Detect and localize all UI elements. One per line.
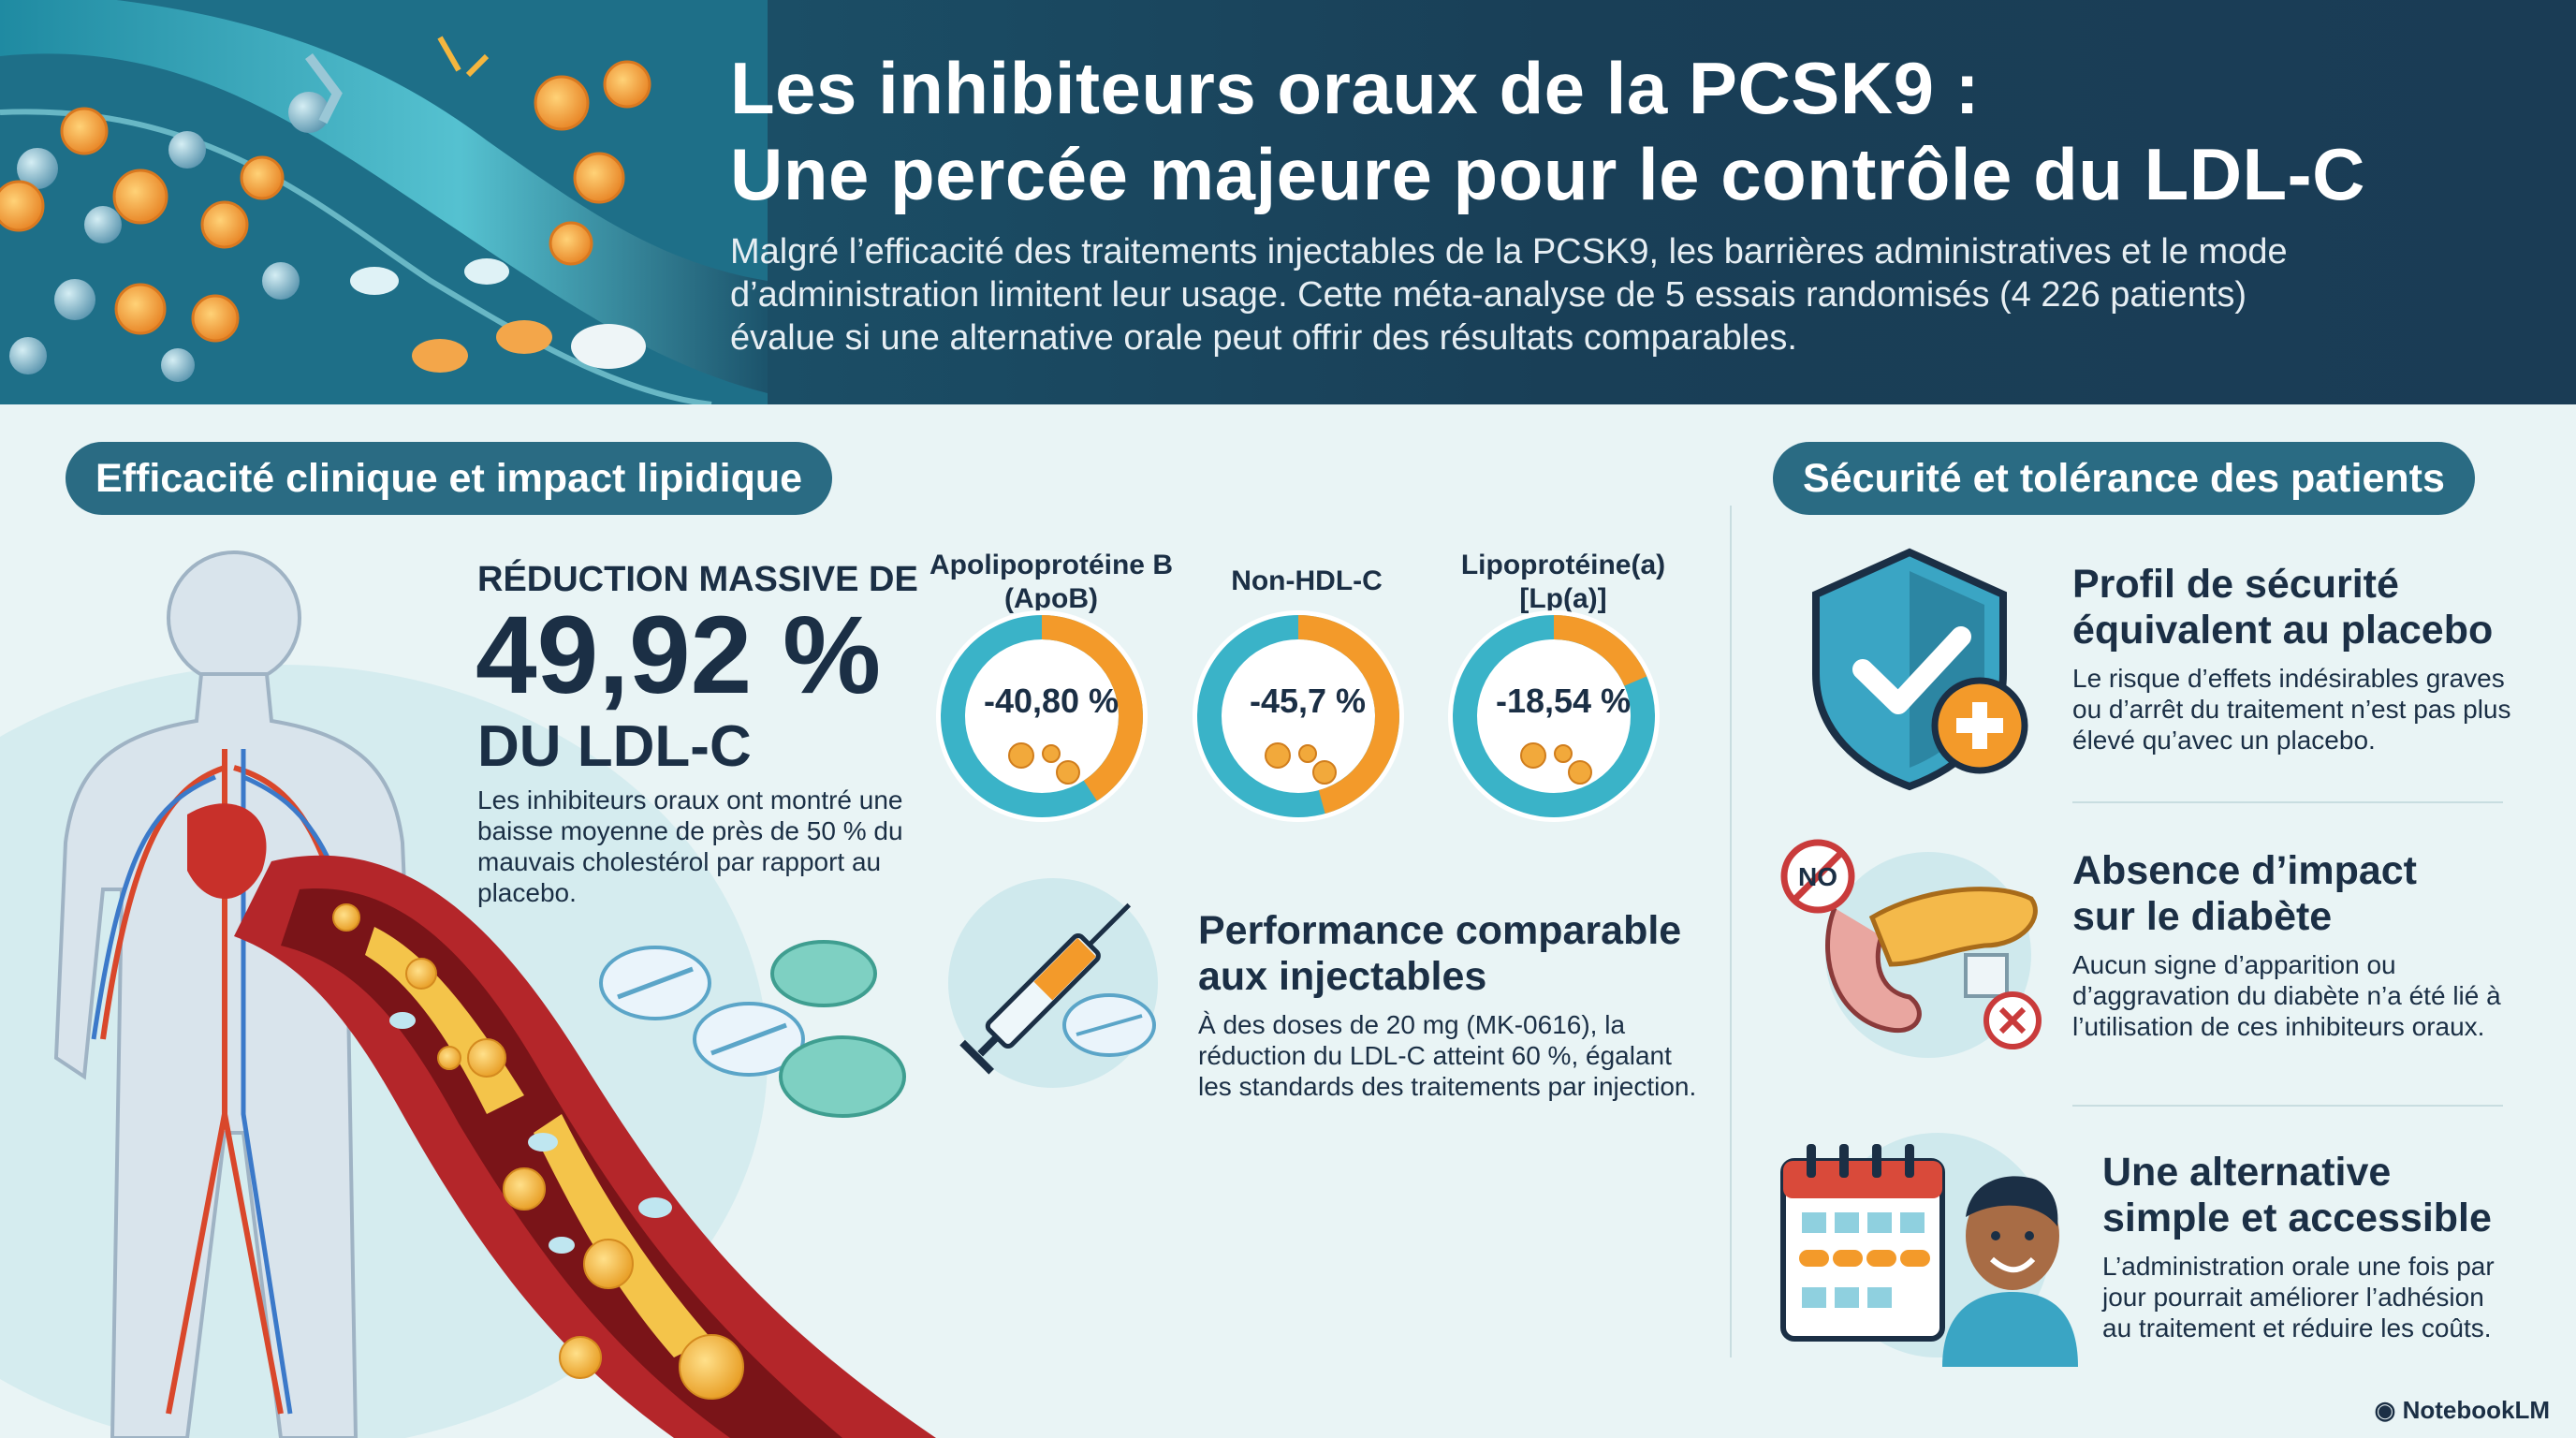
ring-bg-apob [936, 610, 1148, 822]
lipid-particle-icon [1265, 742, 1291, 769]
lipid-particle-icon [1298, 744, 1317, 763]
ring-label-line: Non-HDL-C [1231, 565, 1383, 596]
reduction-prefix: RÉDUCTION MASSIVE DE [477, 560, 918, 599]
logo-text: NotebookLM [2402, 1396, 2550, 1424]
body-artery-illustration [0, 550, 936, 1438]
safety-title-line: équivalent au placebo [2072, 608, 2494, 653]
lipid-particle-icon [1554, 744, 1573, 763]
item-separator [2072, 1105, 2503, 1107]
section-pill-efficacy: Efficacité clinique et impact lipidique [66, 442, 833, 515]
ring-bg-nonhdl [1193, 610, 1404, 822]
ring-arc-nonhdl [1197, 615, 1399, 817]
section-pill-safety: Sécurité et tolérance des patients [1773, 442, 2475, 515]
safety-title-line: Une alternative [2102, 1150, 2392, 1195]
lipid-particle-icon [1520, 742, 1546, 769]
title-line-1: Les inhibiteurs oraux de la PCSK9 : [730, 47, 1981, 129]
ring-value-nonhdl: -45,7 % [1249, 682, 1367, 720]
ring-label-line: Lipoprotéine(a) [1460, 550, 1666, 580]
ring-label-line: [Lp(a)] [1519, 583, 1607, 614]
safety-item-1-text: Le risque d’effets indésirables graves o… [2072, 664, 2511, 755]
lipid-particle-icon [1008, 742, 1034, 769]
notebooklm-logo: ◉ NotebookLM [2375, 1396, 2550, 1425]
header-banner: Les inhibiteurs oraux de la PCSK9 : Une … [0, 0, 2576, 404]
reduction-suffix: DU LDL-C [477, 714, 752, 779]
injectables-text: À des doses de 20 mg (MK-0616), la réduc… [1198, 1010, 1697, 1101]
shield-check-icon [1812, 548, 2028, 791]
ring-label-apob: Apolipoprotéine B (ApoB) [929, 549, 1173, 616]
lipid-particle-icon [1568, 760, 1592, 785]
safety-title-line: simple et accessible [2102, 1196, 2492, 1240]
safety-item-2-text: Aucun signe d’apparition ou d’aggravatio… [2072, 950, 2501, 1041]
logo-icon: ◉ [2374, 1396, 2403, 1424]
safety-title-line: sur le diabète [2072, 894, 2333, 939]
lipid-particle-icon [1312, 760, 1337, 785]
calendar-patient-icon [1780, 1133, 2078, 1367]
pancreas-no-diabetes-icon: NO [1780, 839, 2042, 1058]
safety-item-3-title: Une alternative simple et accessible [2102, 1150, 2492, 1241]
safety-item-3-text: L’administration orale une fois par jour… [2102, 1252, 2495, 1343]
ring-label-lpa: Lipoprotéine(a) [Lp(a)] [1442, 549, 1685, 616]
no-badge: NO [1798, 862, 1837, 891]
safety-title-line: Absence d’impact [2072, 848, 2417, 893]
bloodstream-illustration [0, 0, 768, 404]
ring-label-line: (ApoB) [1004, 583, 1098, 614]
injectables-title-line: Performance comparable [1198, 908, 1682, 953]
reduction-text: Les inhibiteurs oraux ont montré une bai… [477, 785, 903, 907]
reduction-value: 49,92 % [476, 594, 881, 717]
ring-value-apob: -40,80 % [983, 682, 1120, 720]
lipid-particle-icon [1056, 760, 1080, 785]
ring-arc-lpa [1453, 615, 1655, 817]
ring-arc-apob [941, 615, 1143, 817]
ring-value-lpa: -18,54 % [1495, 682, 1632, 720]
safety-item-2-title: Absence d’impact sur le diabète [2072, 848, 2417, 940]
column-divider [1730, 506, 1732, 1357]
injectables-title-line: aux injectables [1198, 954, 1487, 999]
ring-label-nonhdl: Non-HDL-C [1185, 565, 1428, 598]
ring-bg-lpa [1448, 610, 1660, 822]
syringe-and-pill-icon [948, 878, 1158, 1088]
intro-text: Malgré l’efficacité des traitements inje… [730, 232, 2288, 358]
injectables-title: Performance comparable aux injectables [1198, 908, 1681, 1000]
page-title: Les inhibiteurs oraux de la PCSK9 : Une … [730, 45, 2555, 217]
safety-item-1-title: Profil de sécurité équivalent au placebo [2072, 562, 2493, 653]
item-separator [2072, 801, 2503, 803]
ring-label-line: Apolipoprotéine B [929, 550, 1173, 580]
safety-title-line: Profil de sécurité [2072, 562, 2399, 607]
title-line-2: Une percée majeure pour le contrôle du L… [730, 133, 2365, 215]
reduction-rings [936, 610, 1660, 822]
lipid-particle-icon [1042, 744, 1061, 763]
